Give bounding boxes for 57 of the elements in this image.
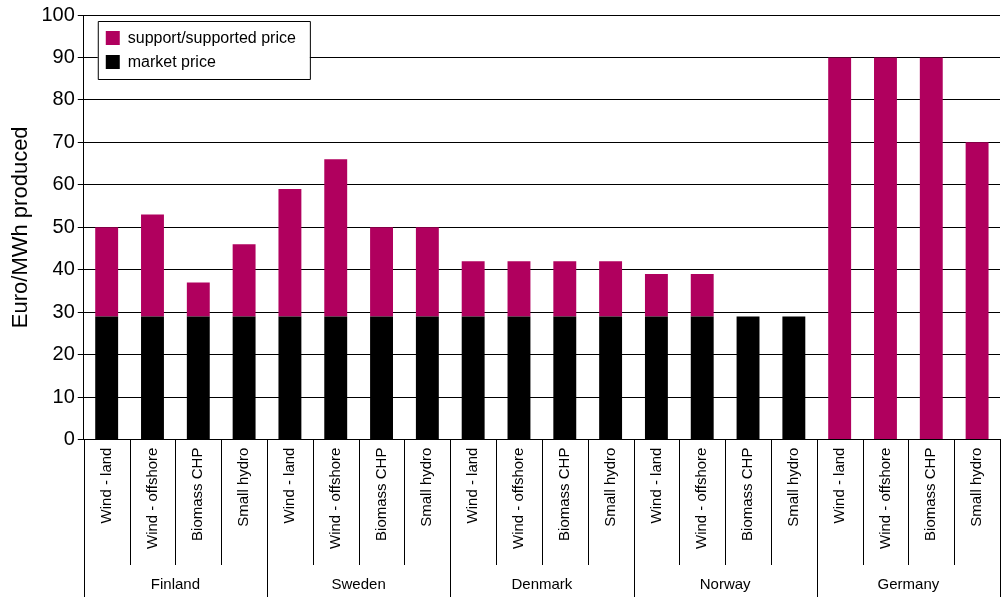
- x-tick-label: Biomass CHP: [188, 447, 206, 541]
- x-tick-label: Wind - offshore: [509, 447, 527, 549]
- bar: [874, 57, 897, 440]
- x-tick-label: Biomass CHP: [738, 447, 756, 541]
- bar: [599, 261, 623, 317]
- x-tick-label: Wind - land: [646, 447, 664, 524]
- bar: [370, 227, 393, 317]
- bar: [186, 282, 210, 317]
- x-tick-label: Wind - land: [463, 447, 481, 524]
- y-tick-label: 50: [52, 214, 75, 237]
- bar: [324, 159, 348, 317]
- bar: [644, 273, 668, 317]
- x-tick-label: Small hydro: [417, 447, 435, 527]
- text: Finland: [150, 575, 200, 593]
- text: Germany: [877, 575, 940, 593]
- x-tick-label: Wind - offshore: [142, 447, 160, 549]
- text: Sweden: [331, 575, 386, 593]
- x-tick-label: Small hydro: [783, 447, 801, 527]
- y-tick-label: 70: [52, 129, 75, 152]
- bar: [415, 227, 439, 317]
- legend-label: market price: [127, 53, 216, 71]
- x-tick-label: Wind - offshore: [875, 447, 893, 549]
- y-tick-label: 90: [52, 44, 75, 67]
- x-tick-label: Wind - land: [96, 447, 114, 524]
- text: Norway: [699, 575, 752, 593]
- bar: [461, 261, 485, 317]
- x-tick-label: Small hydro: [234, 447, 252, 527]
- bar: [141, 214, 164, 317]
- x-tick-label: Biomass CHP: [554, 447, 572, 541]
- x-tick-label: Wind - offshore: [692, 447, 710, 549]
- y-tick-label: 20: [52, 342, 75, 365]
- bar: [95, 227, 119, 317]
- x-tick-label: Wind - offshore: [325, 447, 343, 549]
- x-tick-label: Wind - land: [829, 447, 847, 524]
- legend-label: support/supported price: [127, 29, 296, 47]
- y-tick-label: 30: [52, 299, 75, 322]
- y-tick-label: 10: [52, 384, 75, 407]
- x-tick-label: Wind - land: [280, 447, 298, 524]
- y-tick-label: 0: [63, 427, 75, 450]
- bar: [278, 189, 302, 317]
- y-tick-label: 100: [41, 2, 75, 25]
- x-tick-label: Small hydro: [600, 447, 618, 527]
- bar: [828, 57, 852, 440]
- bar: [690, 273, 714, 317]
- x-tick-label: Biomass CHP: [921, 447, 939, 541]
- bar: [553, 261, 577, 317]
- bar: [507, 261, 531, 317]
- bar: [965, 142, 989, 440]
- y-tick-label: 40: [52, 257, 75, 280]
- y-axis-title: Euro/MWh produced: [7, 126, 33, 329]
- bar: [232, 244, 256, 317]
- x-tick-label: Small hydro: [967, 447, 985, 527]
- bar: [919, 57, 943, 440]
- y-tick-label: 80: [52, 87, 75, 110]
- text: Denmark: [511, 575, 573, 593]
- y-tick-label: 60: [52, 172, 75, 195]
- x-tick-label: Biomass CHP: [371, 447, 389, 541]
